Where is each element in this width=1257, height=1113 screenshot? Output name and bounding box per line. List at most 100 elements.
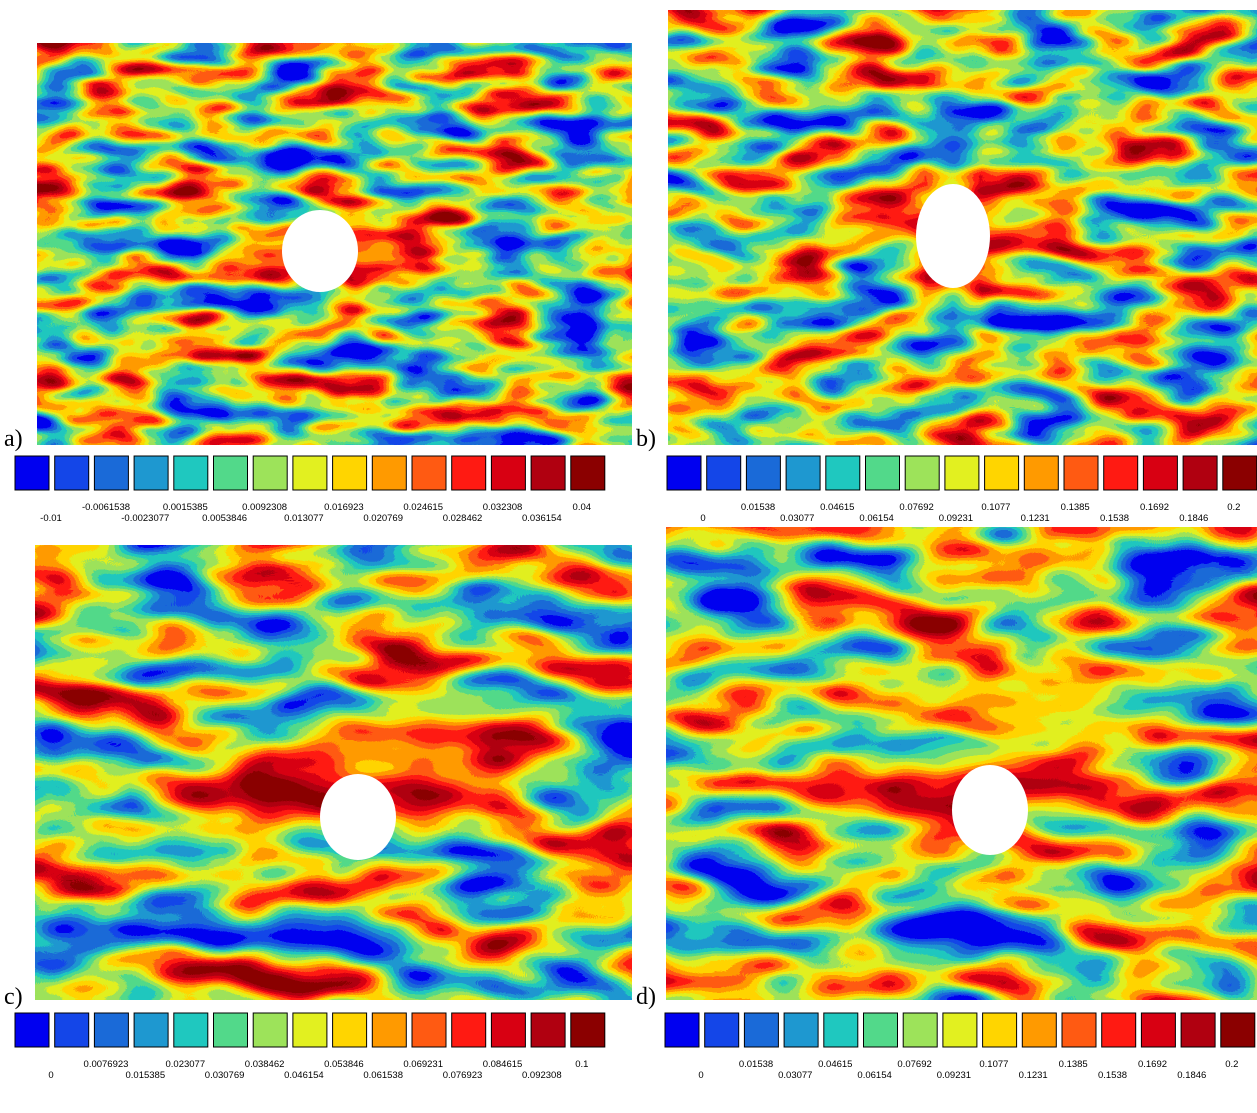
colorbar-label: 0.06154 — [857, 1070, 891, 1081]
colorbar-swatch — [213, 1012, 248, 1048]
colorbar-label: 0.084615 — [483, 1059, 523, 1070]
colorbar-swatch — [570, 455, 606, 491]
colorbar-swatch — [704, 1012, 740, 1048]
colorbar-label: 0.07692 — [899, 502, 933, 513]
colorbar-label: 0.0015385 — [163, 502, 208, 513]
colorbar-label: 0.1077 — [981, 502, 1010, 513]
colorbar-swatch — [944, 455, 980, 491]
colorbar-swatch — [865, 455, 900, 491]
hole — [952, 765, 1028, 855]
colorbar-swatch — [411, 1012, 447, 1048]
colorbar-swatch — [570, 1012, 606, 1048]
colorbar: -0.0061538 0.0015385 0.0092308 0.016923 0.02… — [14, 455, 606, 524]
colorbar-label: 0.09231 — [937, 1070, 971, 1081]
colorbar-label: 0.07692 — [897, 1059, 931, 1070]
hole — [916, 184, 990, 288]
colorbar-label: 0.1538 — [1098, 1070, 1127, 1081]
colorbar-swatch — [1023, 455, 1059, 491]
colorbar-swatch — [1021, 1012, 1057, 1048]
colorbar-swatch — [1222, 455, 1257, 491]
colorbar-label: 0.023077 — [165, 1059, 205, 1070]
colorbar-swatch — [984, 455, 1020, 491]
colorbar-swatch — [1063, 455, 1099, 491]
panel-label: b) — [636, 426, 656, 452]
colorbar-label: 0 — [48, 1070, 53, 1081]
colorbar-label: 0.020769 — [363, 513, 403, 524]
colorbar-label: 0.04615 — [820, 502, 854, 513]
colorbar-swatch — [292, 455, 328, 491]
colorbar-swatch — [490, 455, 526, 491]
colorbar-swatch — [1180, 1012, 1216, 1048]
colorbar-label: 0.024615 — [403, 502, 443, 513]
colorbar-label: 0.09231 — [939, 513, 973, 524]
colorbar-label: 0.069231 — [403, 1059, 443, 1070]
colorbar-swatch — [133, 455, 169, 491]
colorbar-swatch — [490, 1012, 526, 1048]
colorbar-label: 0.1538 — [1100, 513, 1129, 524]
colorbar-swatch — [1101, 1012, 1137, 1048]
colorbar-swatch — [252, 1012, 288, 1048]
colorbar-label: 0.092308 — [522, 1070, 562, 1081]
colorbar-label: 0.1692 — [1138, 1059, 1167, 1070]
colorbar-label: 0.06154 — [859, 513, 893, 524]
colorbar-label: 0.036154 — [522, 513, 562, 524]
colorbar-label: 0.0092308 — [242, 502, 287, 513]
colorbar-label: 0.013077 — [284, 513, 324, 524]
colorbar-label: 0.1846 — [1179, 513, 1208, 524]
colorbar-label: 0.03077 — [778, 1070, 812, 1081]
hole — [282, 210, 358, 292]
colorbar-label: 0.038462 — [245, 1059, 285, 1070]
colorbar-label: 0.04615 — [818, 1059, 852, 1070]
colorbar-label: 0.028462 — [443, 513, 483, 524]
colorbar-swatch — [451, 455, 487, 491]
colorbar-label: 0.076923 — [443, 1070, 483, 1081]
colorbar: 0.01538 0.04615 0.07692 0.1077 0.1385 0.1692 0… — [666, 455, 1257, 524]
colorbar-swatch — [371, 1012, 407, 1048]
colorbar-label: 0.016923 — [324, 502, 364, 513]
colorbar-label: -0.01 — [40, 513, 62, 524]
colorbar-label: 0.2 — [1227, 502, 1240, 513]
colorbar-label: 0.04 — [573, 502, 592, 513]
colorbar-swatch — [664, 1012, 700, 1048]
colorbar-swatch — [54, 1012, 90, 1048]
colorbar-swatch — [530, 455, 566, 491]
colorbar-swatch — [292, 1012, 328, 1048]
colorbar-swatch — [252, 455, 288, 491]
colorbar-swatch — [904, 455, 940, 491]
colorbar-swatch — [371, 455, 407, 491]
colorbar-swatch — [1220, 1012, 1256, 1048]
colorbar-label: 0.015385 — [125, 1070, 165, 1081]
colorbar-swatch — [823, 1012, 859, 1048]
colorbar-swatch — [706, 455, 742, 491]
colorbar-swatch — [745, 455, 781, 491]
colorbar-swatch — [332, 1012, 368, 1048]
colorbar-swatch — [785, 455, 821, 491]
colorbar-label: 0.1231 — [1021, 513, 1050, 524]
colorbar-swatch — [666, 455, 702, 491]
colorbar-label: 0.061538 — [363, 1070, 403, 1081]
colorbar-label: 0.030769 — [205, 1070, 245, 1081]
colorbar-label: 0.0076923 — [84, 1059, 129, 1070]
colorbar-label: 0.1 — [575, 1059, 588, 1070]
colorbar-label: 0 — [698, 1070, 703, 1081]
colorbar-swatch — [1103, 455, 1139, 491]
colorbar-label: 0.1385 — [1059, 1059, 1088, 1070]
colorbar-label: -0.0061538 — [82, 502, 130, 513]
colorbar-swatch — [411, 455, 447, 491]
colorbar-swatch — [1142, 455, 1178, 491]
colorbar-swatch — [982, 1012, 1018, 1048]
hole — [320, 774, 396, 860]
colorbar-swatch — [902, 1012, 938, 1048]
colorbar-label: -0.0023077 — [121, 513, 169, 524]
colorbar-swatch — [173, 455, 209, 491]
colorbar-swatch — [1140, 1012, 1176, 1048]
colorbar: 0.0076923 0.023077 0.038462 0.053846 0.06923… — [14, 1012, 606, 1081]
colorbar: 0.01538 0.04615 0.07692 0.1077 0.1385 0.1692 0… — [664, 1012, 1256, 1081]
colorbar-swatch — [530, 1012, 566, 1048]
colorbar-label: 0.1385 — [1061, 502, 1090, 513]
colorbar-swatch — [14, 455, 50, 491]
colorbar-swatch — [133, 1012, 169, 1048]
colorbar-label: 0.01538 — [741, 502, 775, 513]
colorbar-swatch — [54, 455, 90, 491]
